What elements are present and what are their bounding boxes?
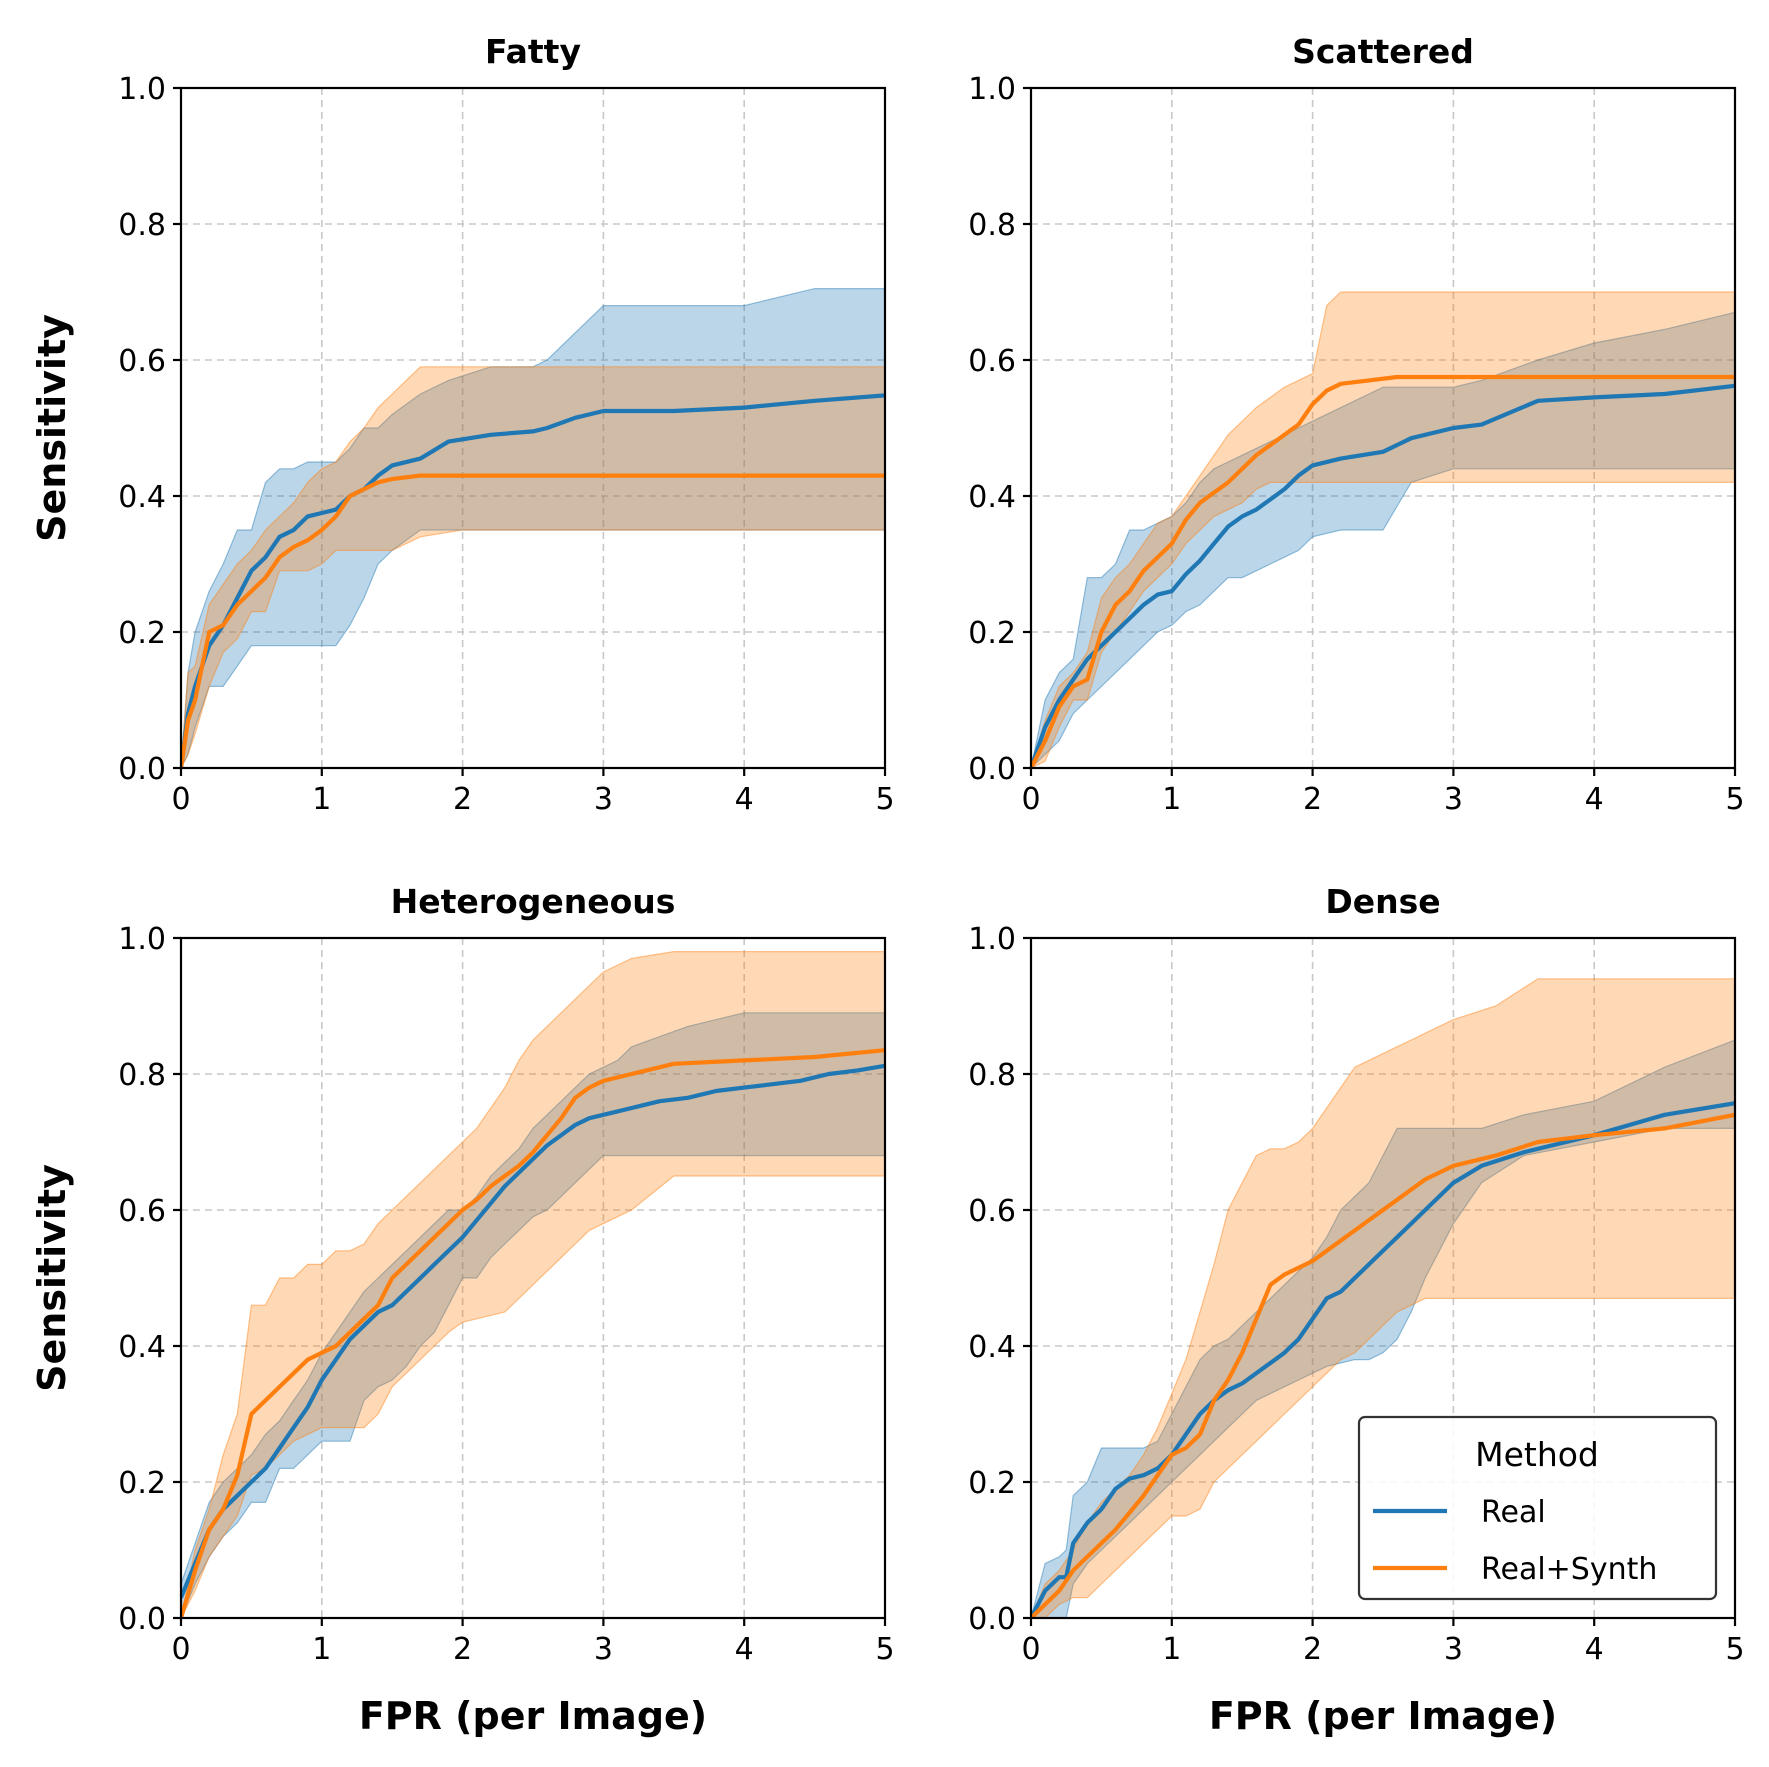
x-tick-label: 2 (1303, 782, 1322, 817)
legend-label: Real (1481, 1495, 1546, 1530)
confidence-band-real-synth (1031, 291, 1735, 768)
y-tick-label: 0.8 (968, 208, 1016, 243)
y-axis-label: Sensitivity (30, 1164, 74, 1392)
x-tick-label: 0 (171, 782, 190, 817)
plot-frame (1029, 936, 1737, 1620)
y-tick-label: 0.6 (968, 1194, 1016, 1229)
y-axis-label: Sensitivity (30, 314, 74, 542)
series-line-real-synth (1031, 374, 1735, 768)
x-tick-label: 3 (594, 782, 613, 817)
y-tick-label: 0.6 (968, 344, 1016, 379)
y-tick-label: 0.2 (118, 616, 166, 651)
plot-frame (1029, 86, 1737, 770)
x-tick-label: 5 (1725, 782, 1744, 817)
y-tick-label: 0.8 (968, 1058, 1016, 1093)
chart-panel-2: 0 1 2 3 4 5 0.0 0.2 0.4 0.6 0.8 1.0 Heterogeneous FPR… (30, 882, 895, 1738)
x-axis-label: FPR (per Image) (1209, 1694, 1557, 1738)
x-tick-label: 2 (1303, 1632, 1322, 1667)
y-tick-label: 0.0 (968, 1602, 1016, 1637)
plot-area (1031, 978, 1735, 1618)
chart-panel-0: 0 1 2 3 4 5 0.0 0.2 0.4 0.6 0.8 1.0 Fatty Sensitivity (30, 32, 895, 817)
y-tick-label: 0.4 (118, 1330, 166, 1365)
confidence-band-real-synth (181, 951, 885, 1618)
y-tick-label: 0.0 (968, 752, 1016, 787)
series-line-real-synth (1031, 1112, 1735, 1618)
chart-panel-1: 0 1 2 3 4 5 0.0 0.2 0.4 0.6 0.8 1.0 Scattered (968, 32, 1744, 817)
y-tick-label: 0.4 (118, 480, 166, 515)
x-tick-label: 1 (1162, 782, 1181, 817)
confidence-band-real-synth (181, 366, 885, 768)
y-tick-label: 0.8 (118, 208, 166, 243)
y-tick-label: 1.0 (118, 72, 166, 107)
panel-title: Heterogeneous (391, 882, 676, 921)
x-tick-label: 1 (312, 1632, 331, 1667)
y-tick-label: 0.0 (118, 1602, 166, 1637)
y-tick-label: 0.0 (118, 752, 166, 787)
x-tick-label: 4 (1585, 782, 1604, 817)
y-tick-label: 1.0 (118, 922, 166, 957)
panel-title: Scattered (1292, 32, 1474, 71)
y-tick-label: 0.2 (118, 1466, 166, 1501)
x-tick-label: 3 (594, 1632, 613, 1667)
x-tick-label: 3 (1444, 782, 1463, 817)
panel-title: Dense (1325, 882, 1440, 921)
plot-area (181, 951, 885, 1618)
series-line-real (1031, 1101, 1735, 1618)
confidence-band-real (181, 1012, 885, 1618)
y-tick-label: 1.0 (968, 922, 1016, 957)
y-tick-label: 0.2 (968, 1466, 1016, 1501)
plot-area (181, 288, 885, 768)
x-tick-label: 4 (735, 1632, 754, 1667)
y-tick-label: 0.8 (118, 1058, 166, 1093)
legend-title: Method (1475, 1435, 1599, 1474)
x-tick-label: 5 (875, 782, 894, 817)
x-axis-label: FPR (per Image) (359, 1694, 707, 1738)
y-tick-label: 0.6 (118, 344, 166, 379)
x-tick-label: 4 (1585, 1632, 1604, 1667)
x-tick-label: 0 (171, 1632, 190, 1667)
y-tick-label: 0.4 (968, 480, 1016, 515)
y-tick-label: 1.0 (968, 72, 1016, 107)
series-line-real-synth (181, 1048, 885, 1618)
series-line-real (1031, 383, 1735, 768)
x-tick-label: 3 (1444, 1632, 1463, 1667)
series-line-real-synth (181, 473, 885, 768)
x-tick-label: 1 (312, 782, 331, 817)
x-tick-label: 5 (1725, 1632, 1744, 1667)
x-tick-label: 0 (1021, 782, 1040, 817)
x-tick-label: 1 (1162, 1632, 1181, 1667)
series-line-real (181, 1063, 885, 1599)
plot-frame (179, 936, 887, 1620)
y-tick-label: 0.4 (968, 1330, 1016, 1365)
panel-title: Fatty (485, 32, 581, 71)
chart-panel-3: 0 1 2 3 4 5 0.0 0.2 0.4 0.6 0.8 1.0 Dense FPR (per Im… (968, 882, 1744, 1738)
legend-label: Real+Synth (1481, 1552, 1657, 1587)
x-tick-label: 2 (453, 1632, 472, 1667)
x-tick-label: 4 (735, 782, 754, 817)
legend-box (1357, 1415, 1718, 1601)
plot-frame (179, 86, 887, 770)
x-tick-label: 2 (453, 782, 472, 817)
x-tick-label: 5 (875, 1632, 894, 1667)
y-tick-label: 0.6 (118, 1194, 166, 1229)
legend: Method Real Real+Synth (1357, 1415, 1718, 1601)
confidence-band-real (1031, 311, 1735, 768)
plot-area (1031, 291, 1735, 768)
confidence-band-real (1031, 1039, 1735, 1618)
y-tick-label: 0.2 (968, 616, 1016, 651)
x-tick-label: 0 (1021, 1632, 1040, 1667)
